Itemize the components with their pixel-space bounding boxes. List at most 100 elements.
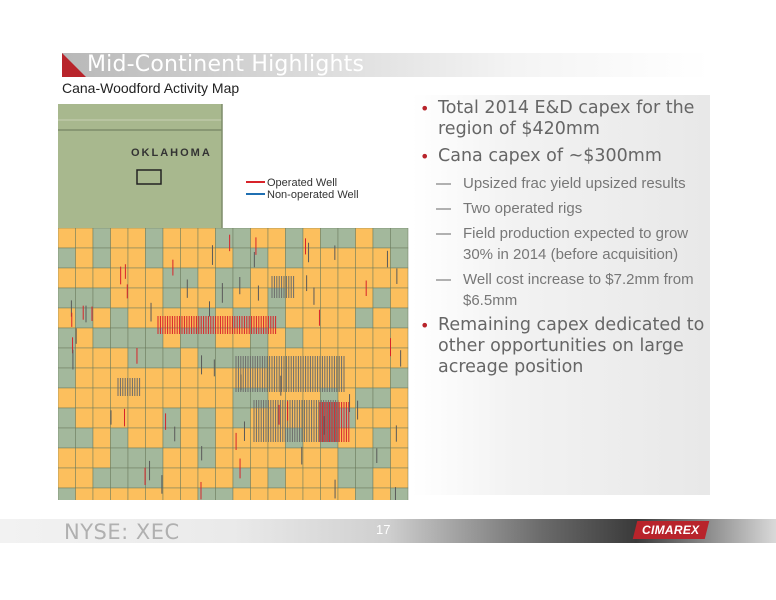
activity-map: OKLAHOMA Operated Well Non-operated Well	[58, 104, 414, 500]
acreage-section	[215, 447, 234, 469]
acreage-section	[92, 367, 111, 389]
acreage-section	[285, 467, 304, 489]
acreage-section	[267, 227, 286, 249]
acreage-section	[110, 487, 129, 500]
acreage-section	[162, 247, 181, 269]
map-title: Cana-Woodford Activity Map	[62, 80, 240, 96]
acreage-section	[197, 387, 216, 409]
bullet-marker: •	[420, 316, 430, 335]
acreage-section	[355, 267, 374, 289]
acreage-section	[180, 227, 199, 249]
acreage-section	[355, 287, 374, 309]
acreage-section	[302, 467, 321, 489]
sub-bullet-item: — Field production expected to grow 30% i…	[420, 223, 712, 265]
acreage-section	[355, 367, 374, 389]
acreage-section	[215, 367, 234, 389]
acreage-section	[127, 407, 146, 429]
acreage-section	[75, 447, 94, 469]
bullet-text: Field production expected to grow 30% in…	[463, 225, 689, 263]
bullet-item: • Cana capex of ~$300mm	[420, 146, 712, 167]
bullet-text: Two operated rigs	[463, 200, 583, 217]
acreage-section	[197, 447, 216, 469]
acreage-section	[355, 447, 374, 469]
acreage-section	[267, 467, 286, 489]
acreage-section	[390, 287, 409, 309]
bullet-marker: •	[420, 147, 430, 166]
acreage-section	[162, 347, 181, 369]
acreage-section	[110, 447, 129, 469]
acreage-section	[145, 407, 164, 429]
acreage-section	[75, 367, 94, 389]
acreage-section	[337, 227, 356, 249]
acreage-section	[92, 407, 111, 429]
sub-bullet-item: — Upsized frac yield upsized results	[420, 173, 712, 194]
acreage-section	[92, 287, 111, 309]
acreage-section	[355, 307, 374, 329]
acreage-section	[337, 327, 356, 349]
acreage-section	[215, 287, 234, 309]
acreage-section	[232, 467, 251, 489]
acreage-section	[127, 247, 146, 269]
acreage-section	[355, 247, 374, 269]
acreage-section	[197, 367, 216, 389]
bullet-item: • Total 2014 E&D capex for the region of …	[420, 98, 712, 140]
bullet-text: Cana capex of ~$300mm	[438, 146, 662, 166]
acreage-section	[320, 307, 339, 329]
acreage-section	[145, 447, 164, 469]
acreage-section	[58, 307, 76, 329]
acreage-section	[285, 247, 304, 269]
acreage-section	[92, 487, 111, 500]
acreage-section	[127, 267, 146, 289]
acreage-section	[197, 267, 216, 289]
acreage-section	[180, 427, 199, 449]
acreage-section	[320, 247, 339, 269]
acreage-section	[355, 327, 374, 349]
acreage-section	[337, 247, 356, 269]
well-markers	[70, 234, 402, 500]
sub-bullet-item: — Well cost increase to $7.2mm from $6.5m…	[420, 269, 712, 311]
acreage-section	[232, 287, 251, 309]
acreage-section	[92, 267, 111, 289]
acreage-section	[58, 287, 76, 309]
acreage-section	[145, 427, 164, 449]
acreage-section	[75, 467, 94, 489]
acreage-section	[215, 487, 234, 500]
acreage-section	[215, 347, 234, 369]
bullet-marker: •	[420, 99, 430, 118]
acreage-section	[267, 487, 286, 500]
acreage-section	[232, 487, 251, 500]
acreage-section	[372, 287, 391, 309]
acreage-section	[285, 447, 304, 469]
acreage-section	[58, 367, 76, 389]
acreage-section	[92, 327, 111, 349]
acreage-section	[232, 447, 251, 469]
page-number: 17	[376, 522, 391, 537]
acreage-section	[285, 427, 304, 449]
acreage-section	[285, 227, 304, 249]
acreage-section	[127, 467, 146, 489]
acreage-section	[320, 327, 339, 349]
acreage-section	[390, 307, 409, 329]
acreage-section	[285, 267, 304, 289]
activity-map-graphic: OKLAHOMA Operated Well Non-operated Well	[58, 104, 414, 500]
acreage-section	[58, 267, 76, 289]
locator-inset: OKLAHOMA Operated Well Non-operated Well	[58, 104, 414, 228]
acreage-section	[180, 367, 199, 389]
acreage-section	[145, 387, 164, 409]
acreage-section	[75, 247, 94, 269]
acreage-section	[372, 327, 391, 349]
acreage-section	[127, 307, 146, 329]
acreage-section	[197, 427, 216, 449]
acreage-section	[320, 287, 339, 309]
acreage-section	[180, 387, 199, 409]
acreage-section	[58, 247, 76, 269]
acreage-section	[355, 227, 374, 249]
legend-nonoperated-label: Non-operated Well	[267, 189, 359, 201]
acreage-section	[75, 347, 94, 369]
acreage-section	[372, 407, 391, 429]
acreage-section	[215, 467, 234, 489]
acreage-section	[250, 227, 269, 249]
acreage-section	[337, 487, 356, 500]
acreage-section	[92, 447, 111, 469]
acreage-section	[372, 467, 391, 489]
